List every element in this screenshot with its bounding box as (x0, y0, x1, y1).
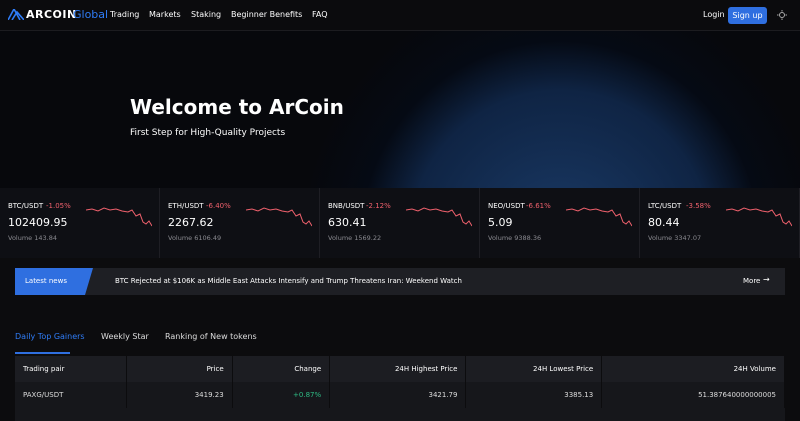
table-row[interactable]: PAXG/USDT 3419.23 +0.87% 3421.79 3385.13 51.3… (15, 382, 785, 408)
sparkline-path (726, 207, 792, 227)
ticker-card[interactable]: BTC/USDT -1.05% 102409.95 Volume 143.84 (0, 188, 160, 258)
news-more[interactable]: More (743, 277, 761, 285)
tab[interactable]: Ranking of New tokens (165, 332, 257, 341)
column-header: Trading pair (15, 356, 128, 382)
ticker-pair: BTC/USDT (8, 202, 44, 210)
tab[interactable]: Weekly Star (101, 332, 149, 341)
ticker-volume: Volume 6106.49 (168, 234, 222, 242)
logo-suffix: Global (73, 8, 109, 21)
column-header: 24H Highest Price (329, 356, 467, 382)
column-header: 24H Lowest Price (465, 356, 603, 382)
hero: Welcome to ArCoin First Step for High-Qu… (0, 31, 800, 188)
table-row (15, 408, 785, 421)
column-header: 24H Volume (601, 356, 785, 382)
table-cell: 3419.23 (126, 382, 233, 408)
ticker-price: 630.41 (328, 216, 367, 229)
sparkline-path (86, 207, 152, 227)
ticker-change: -3.58% (686, 202, 711, 210)
tab-underline (15, 352, 70, 354)
hero-title: Welcome to ArCoin (130, 95, 344, 119)
news-bar: Latest news BTC Rejected at $106K as Mid… (15, 268, 785, 295)
table-cell: 3421.79 (329, 382, 467, 408)
ticker-change: -2.12% (366, 202, 391, 210)
sparkline (566, 207, 632, 227)
ticker-pair: LTC/USDT (648, 202, 682, 210)
sparkline (86, 207, 152, 227)
news-headline[interactable]: BTC Rejected at $106K as Middle East Att… (115, 277, 462, 285)
ticker-pair: NEO/USDT (488, 202, 525, 210)
ticker-change: -1.05% (46, 202, 71, 210)
ticker-card[interactable]: ETH/USDT -6.40% 2267.62 Volume 6106.49 (160, 188, 320, 258)
news-label: Latest news (25, 277, 67, 285)
ticker-card[interactable]: NEO/USDT -6.61% 5.09 Volume 9388.36 (480, 188, 640, 258)
news-label-bg (15, 268, 93, 295)
ticker-pair: BNB/USDT (328, 202, 365, 210)
sparkline-path (246, 207, 312, 227)
sparkline (246, 207, 312, 227)
ticker-volume: Volume 143.84 (8, 234, 57, 242)
ticker-change: -6.61% (526, 202, 551, 210)
hero-subtitle: First Step for High-Quality Projects (130, 128, 286, 138)
ticker-pair: ETH/USDT (168, 202, 204, 210)
sparkline (726, 207, 792, 227)
ticker-price: 80.44 (648, 216, 680, 229)
ticker-volume: Volume 1569.22 (328, 234, 382, 242)
nav-link[interactable]: FAQ (312, 10, 328, 19)
signup-button[interactable]: Sign up (728, 7, 767, 24)
theme-toggle[interactable] (777, 10, 787, 20)
ticker-volume: Volume 3347.07 (648, 234, 702, 242)
table-cell: 3385.13 (465, 382, 603, 408)
table-cell: PAXG/USDT (15, 382, 128, 408)
sparkline-path (406, 207, 472, 227)
column-header: Change (232, 356, 331, 382)
navbar: ARCOIN Global Login Sign up Trading Marke… (0, 0, 800, 31)
sparkline-path (566, 207, 632, 227)
gainers-table: Trading pair Price Change 24H Highest Price… (15, 356, 785, 408)
nav-link[interactable]: Staking (191, 10, 222, 19)
sparkline (406, 207, 472, 227)
ticker-price: 5.09 (488, 216, 513, 229)
table-cell: +0.87% (232, 382, 331, 408)
table-cell: 51.387640000000005 (601, 382, 785, 408)
logo[interactable]: ARCOIN (26, 8, 77, 21)
nav-link[interactable]: Beginner Benefits (231, 10, 303, 19)
ticker-change: -6.40% (206, 202, 231, 210)
arrow-icon: → (763, 275, 770, 284)
ticker-volume: Volume 9388.36 (488, 234, 542, 242)
nav-link[interactable]: Markets (149, 10, 181, 19)
ticker-card[interactable]: LTC/USDT -3.58% 80.44 Volume 3347.07 (640, 188, 800, 258)
column-header: Price (126, 356, 233, 382)
ticker-price: 2267.62 (168, 216, 214, 229)
login[interactable]: Login (703, 10, 725, 19)
nav-link[interactable]: Trading (110, 10, 140, 19)
logo-icon (8, 9, 24, 20)
ticker-card[interactable]: BNB/USDT -2.12% 630.41 Volume 1569.22 (320, 188, 480, 258)
tab[interactable]: Daily Top Gainers (15, 332, 85, 341)
ticker-price: 102409.95 (8, 216, 68, 229)
